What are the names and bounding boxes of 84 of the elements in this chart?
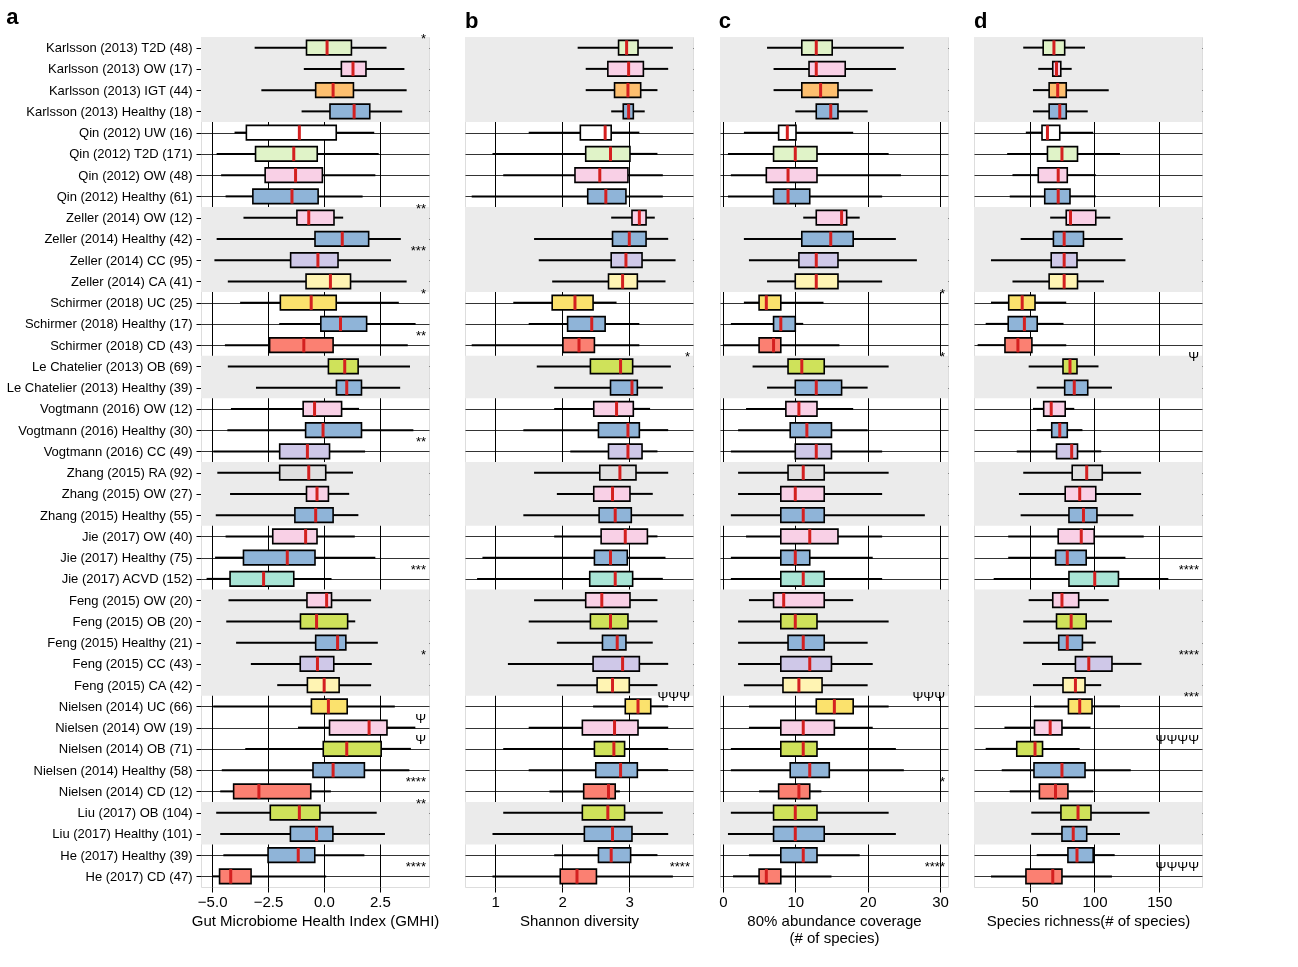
y-tick-label: Vogtmann (2016) CC (49) xyxy=(43,443,193,459)
y-tick-label: Zeller (2014) OW (12) xyxy=(66,210,193,226)
y-tick-label: Feng (2015) OB (20) xyxy=(72,613,193,629)
chart-title: c xyxy=(718,8,731,33)
text: ΨΨΨ xyxy=(912,689,945,705)
y-tick-label: Schirmer (2018) UC (25) xyxy=(50,295,193,311)
y-tick-label: Karlsson (2013) Healthy (18) xyxy=(26,103,193,119)
x-tick-label: 30 xyxy=(932,892,949,910)
y-tick-label: Schirmer (2018) Healthy (17) xyxy=(24,316,193,332)
y-tick-label: Karlsson (2013) IGT (44) xyxy=(48,82,193,98)
text: **** xyxy=(1178,561,1199,577)
y-tick-label: Zhang (2015) Healthy (55) xyxy=(40,507,193,523)
y-tick-label: Vogtmann (2016) Healthy (30) xyxy=(18,422,193,438)
text: *** xyxy=(1183,689,1199,705)
y-tick-label: Jie (2017) OW (40) xyxy=(81,528,193,544)
text: **** xyxy=(405,859,426,875)
text: * xyxy=(684,349,690,365)
y-tick-label: Vogtmann (2016) OW (12) xyxy=(40,401,193,417)
text: ** xyxy=(415,795,426,811)
y-tick-label: Qin (2012) UW (16) xyxy=(79,125,193,141)
y-tick-label: Karlsson (2013) T2D (48) xyxy=(46,40,193,56)
y-tick-label: Qin (2012) OW (48) xyxy=(78,167,193,183)
x-tick-label: 150 xyxy=(1147,892,1173,910)
y-tick-label: Liu (2017) OB (104) xyxy=(77,805,193,821)
text: a xyxy=(6,3,20,29)
y-tick-label: Zeller (2014) CA (41) xyxy=(71,273,193,289)
x-tick-label: 2.5 xyxy=(369,892,391,910)
x-tick-label: 0 xyxy=(719,892,728,910)
text: * xyxy=(420,30,426,46)
y-tick-label: He (2017) CD (47) xyxy=(85,868,193,884)
y-tick-label: Nielsen (2014) OW (19) xyxy=(55,720,193,736)
x-axis-title: 80% abundance coverage (# of species) xyxy=(747,911,922,946)
x-tick-label: 3 xyxy=(625,892,634,910)
text: Ψ xyxy=(415,731,426,747)
y-tick-label: Zhang (2015) RA (92) xyxy=(66,465,193,481)
y-tick-label: Qin (2012) Healthy (61) xyxy=(56,188,193,204)
x-tick-label: 0.0 xyxy=(314,892,335,910)
x-tick-label: 20 xyxy=(859,892,877,910)
text: * xyxy=(939,285,945,301)
y-tick-label: Nielsen (2014) CD (12) xyxy=(58,783,193,799)
text: * xyxy=(939,774,945,790)
text: ***** xyxy=(410,200,426,259)
text: * xyxy=(939,349,945,365)
y-tick-label: Zeller (2014) Healthy (42) xyxy=(44,231,193,247)
x-tick-label: 100 xyxy=(1082,892,1108,910)
text: **** xyxy=(669,859,690,875)
y-tick-label: Feng (2015) OW (20) xyxy=(68,592,193,608)
y-tick-label: Jie (2017) Healthy (75) xyxy=(60,550,193,566)
y-tick-label: Jie (2017) ACVD (152) xyxy=(61,571,193,587)
chart-title: b xyxy=(465,8,479,33)
y-tick-label: Schirmer (2018) CD (43) xyxy=(50,337,193,353)
x-tick-label: 10 xyxy=(787,892,805,910)
y-tick-label: Feng (2015) CA (42) xyxy=(73,677,193,693)
text: ΨΨΨ xyxy=(657,689,690,705)
y-tick-label: Liu (2017) Healthy (101) xyxy=(52,826,193,842)
y-tick-label: Nielsen (2014) OB (71) xyxy=(58,741,193,757)
y-tick-label: Karlsson (2013) OW (17) xyxy=(48,61,193,77)
x-tick-label: 1 xyxy=(491,892,500,910)
text: Ψ xyxy=(415,710,426,726)
x-axis-title: Species richness(# of species) xyxy=(986,911,1191,929)
text: *** xyxy=(415,285,426,344)
y-tick-label: Nielsen (2014) Healthy (58) xyxy=(33,762,193,778)
y-tick-label: Zeller (2014) CC (95) xyxy=(69,252,193,268)
x-tick-label: 2 xyxy=(558,892,567,910)
x-tick-label: −5.0 xyxy=(197,892,228,910)
x-axis-title: Gut Microbiome Health Index (GMHI) xyxy=(191,911,440,929)
text: ** xyxy=(415,434,426,450)
text: **** xyxy=(1178,646,1199,662)
y-tick-label: Le Chatelier (2013) Healthy (39) xyxy=(6,380,193,396)
text: Ψ xyxy=(1188,349,1199,365)
y-tick-label: Zhang (2015) OW (27) xyxy=(61,486,193,502)
y-tick-label: Feng (2015) Healthy (21) xyxy=(47,635,193,651)
x-tick-label: −2.5 xyxy=(253,892,284,910)
x-tick-label: 50 xyxy=(1021,892,1039,910)
text: * xyxy=(420,646,426,662)
y-tick-label: Nielsen (2014) UC (66) xyxy=(58,698,193,714)
y-tick-label: Qin (2012) T2D (171) xyxy=(69,146,193,162)
text: *** xyxy=(410,561,426,577)
x-axis-title: Shannon diversity xyxy=(519,911,640,929)
text: **** xyxy=(405,774,426,790)
y-tick-label: Le Chatelier (2013) OB (69) xyxy=(32,358,193,374)
chart-title: d xyxy=(974,8,988,33)
y-tick-label: Feng (2015) CC (43) xyxy=(72,656,193,672)
y-tick-label: He (2017) Healthy (39) xyxy=(60,847,193,863)
